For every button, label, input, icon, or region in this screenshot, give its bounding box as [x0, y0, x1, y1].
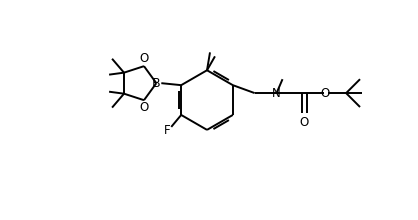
- Text: F: F: [164, 124, 171, 137]
- Text: O: O: [139, 101, 149, 114]
- Text: O: O: [321, 87, 330, 100]
- Text: O: O: [300, 116, 309, 129]
- Text: B: B: [152, 77, 161, 90]
- Text: N: N: [272, 87, 281, 100]
- Text: O: O: [139, 52, 149, 65]
